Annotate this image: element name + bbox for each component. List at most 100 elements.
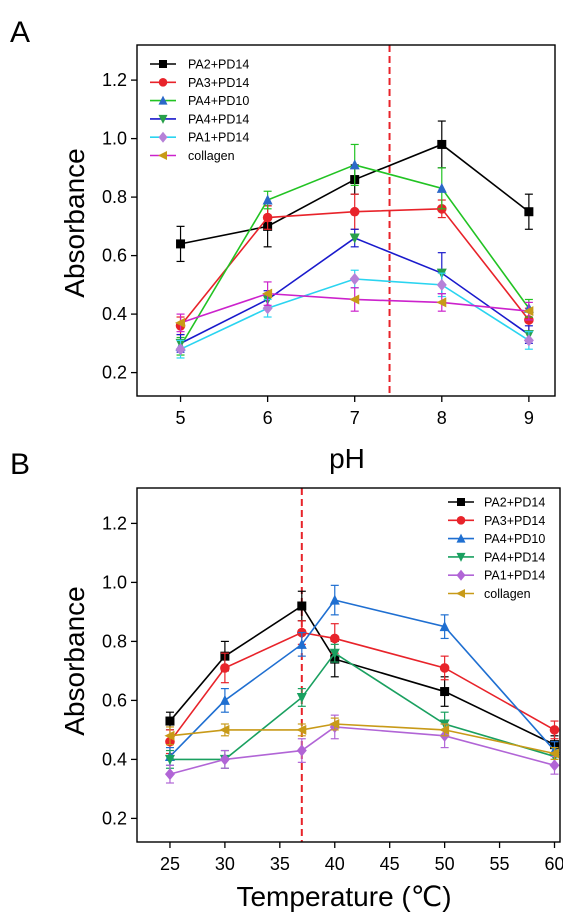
y-tick-label: 1.0 <box>102 572 127 592</box>
data-point <box>296 692 307 703</box>
data-point <box>436 182 447 193</box>
y-tick-label: 1.0 <box>102 129 127 149</box>
x-tick-label: 8 <box>437 408 447 428</box>
series-PA4+PD14 <box>164 643 560 769</box>
data-point <box>219 724 230 735</box>
legend-marker <box>158 131 168 143</box>
series-line <box>169 723 555 755</box>
data-point <box>439 724 450 735</box>
legend-marker <box>159 60 167 68</box>
series-collagen <box>164 717 560 761</box>
data-point <box>220 663 230 673</box>
y-tick-label: 0.4 <box>102 749 127 769</box>
x-tick-label: 7 <box>350 408 360 428</box>
x-tick-label: 60 <box>544 854 563 874</box>
plot-frame <box>136 487 561 843</box>
data-point <box>297 601 307 611</box>
x-tick-label: 6 <box>263 408 273 428</box>
x-tick-label: 5 <box>176 408 186 428</box>
legend-label: PA1+PD14 <box>188 131 249 145</box>
data-point <box>176 239 186 249</box>
panel-b-x-axis-title: Temperature (℃) <box>236 881 451 912</box>
data-point <box>524 207 534 217</box>
x-tick-label: 30 <box>215 854 235 874</box>
data-point <box>175 343 186 356</box>
data-point <box>349 159 360 170</box>
data-point <box>349 233 360 244</box>
data-point <box>439 663 450 673</box>
legend-marker <box>456 552 466 562</box>
data-point <box>440 687 450 697</box>
data-point <box>296 724 307 735</box>
legend-label: collagen <box>484 587 531 601</box>
data-point <box>549 748 560 759</box>
panel-a: A pH Absorbance 5 6 7 8 9 0.2 0.4 0.6 0.8 1.0 1.2 P… <box>10 16 556 474</box>
data-point <box>523 306 534 317</box>
legend-label: PA2+PD14 <box>188 58 249 72</box>
series-PA3+PD14 <box>165 620 560 755</box>
data-point <box>329 648 340 659</box>
data-point <box>549 759 560 772</box>
data-point <box>549 725 560 735</box>
panel-b: B Temperature (℃) Absorbance 25 30 35 40 45 5… <box>10 448 563 912</box>
data-point <box>349 294 360 305</box>
y-tick-label: 0.2 <box>102 363 127 383</box>
x-tick-label: 40 <box>325 854 345 874</box>
data-point <box>164 730 175 741</box>
y-tick-label: 1.2 <box>102 70 127 90</box>
legend-marker <box>158 95 168 105</box>
legend-label: PA4+PD10 <box>484 532 545 546</box>
y-tick-label: 0.6 <box>102 246 127 266</box>
x-tick-label: 35 <box>270 854 290 874</box>
data-point <box>437 139 447 149</box>
data-point <box>219 753 230 766</box>
legend-label: PA4+PD14 <box>188 112 249 126</box>
legend-label: PA4+PD10 <box>188 94 249 108</box>
legend-label: PA2+PD14 <box>484 496 545 510</box>
y-tick-label: 0.2 <box>102 808 127 828</box>
legend-label: PA3+PD14 <box>484 514 545 528</box>
data-point <box>296 744 307 757</box>
legend-label: PA4+PD14 <box>484 550 545 564</box>
plot-frame <box>136 44 556 397</box>
y-tick-label: 0.8 <box>102 187 127 207</box>
x-tick-label: 55 <box>490 854 510 874</box>
legend-marker <box>456 569 466 581</box>
y-tick-label: 0.6 <box>102 690 127 710</box>
legend-label: PA3+PD14 <box>188 76 249 90</box>
data-point <box>436 297 447 308</box>
data-point <box>164 768 175 781</box>
data-point <box>523 334 534 347</box>
y-tick-label: 0.4 <box>102 304 127 324</box>
data-point <box>329 719 340 729</box>
panel-b-letter: B <box>10 448 30 481</box>
series-collagen <box>175 281 534 333</box>
data-point <box>329 633 340 644</box>
x-tick-label: 50 <box>435 854 455 874</box>
y-tick-label: 1.2 <box>102 513 127 533</box>
data-point <box>175 317 186 328</box>
legend-marker <box>158 114 168 124</box>
data-point <box>165 716 175 726</box>
data-point <box>329 594 340 605</box>
legend-marker <box>456 533 466 543</box>
x-tick-label: 25 <box>160 854 180 874</box>
data-point <box>164 754 175 765</box>
legend-marker <box>457 498 465 506</box>
data-point <box>349 206 360 217</box>
data-point <box>219 694 230 705</box>
data-point <box>436 278 447 291</box>
data-point <box>262 194 273 205</box>
panel-a-x-axis-title: pH <box>329 443 365 474</box>
x-tick-label: 45 <box>380 854 400 874</box>
series-PA1+PD14 <box>175 269 534 359</box>
legend-marker <box>158 151 167 160</box>
panel-a-y-axis-title: Absorbance <box>59 148 90 297</box>
y-tick-label: 0.8 <box>102 631 127 651</box>
series-PA1+PD14 <box>164 714 560 784</box>
data-point <box>262 212 273 223</box>
series-line <box>169 631 555 743</box>
legend-marker <box>456 589 465 598</box>
panel-b-y-axis-title: Absorbance <box>59 586 90 735</box>
